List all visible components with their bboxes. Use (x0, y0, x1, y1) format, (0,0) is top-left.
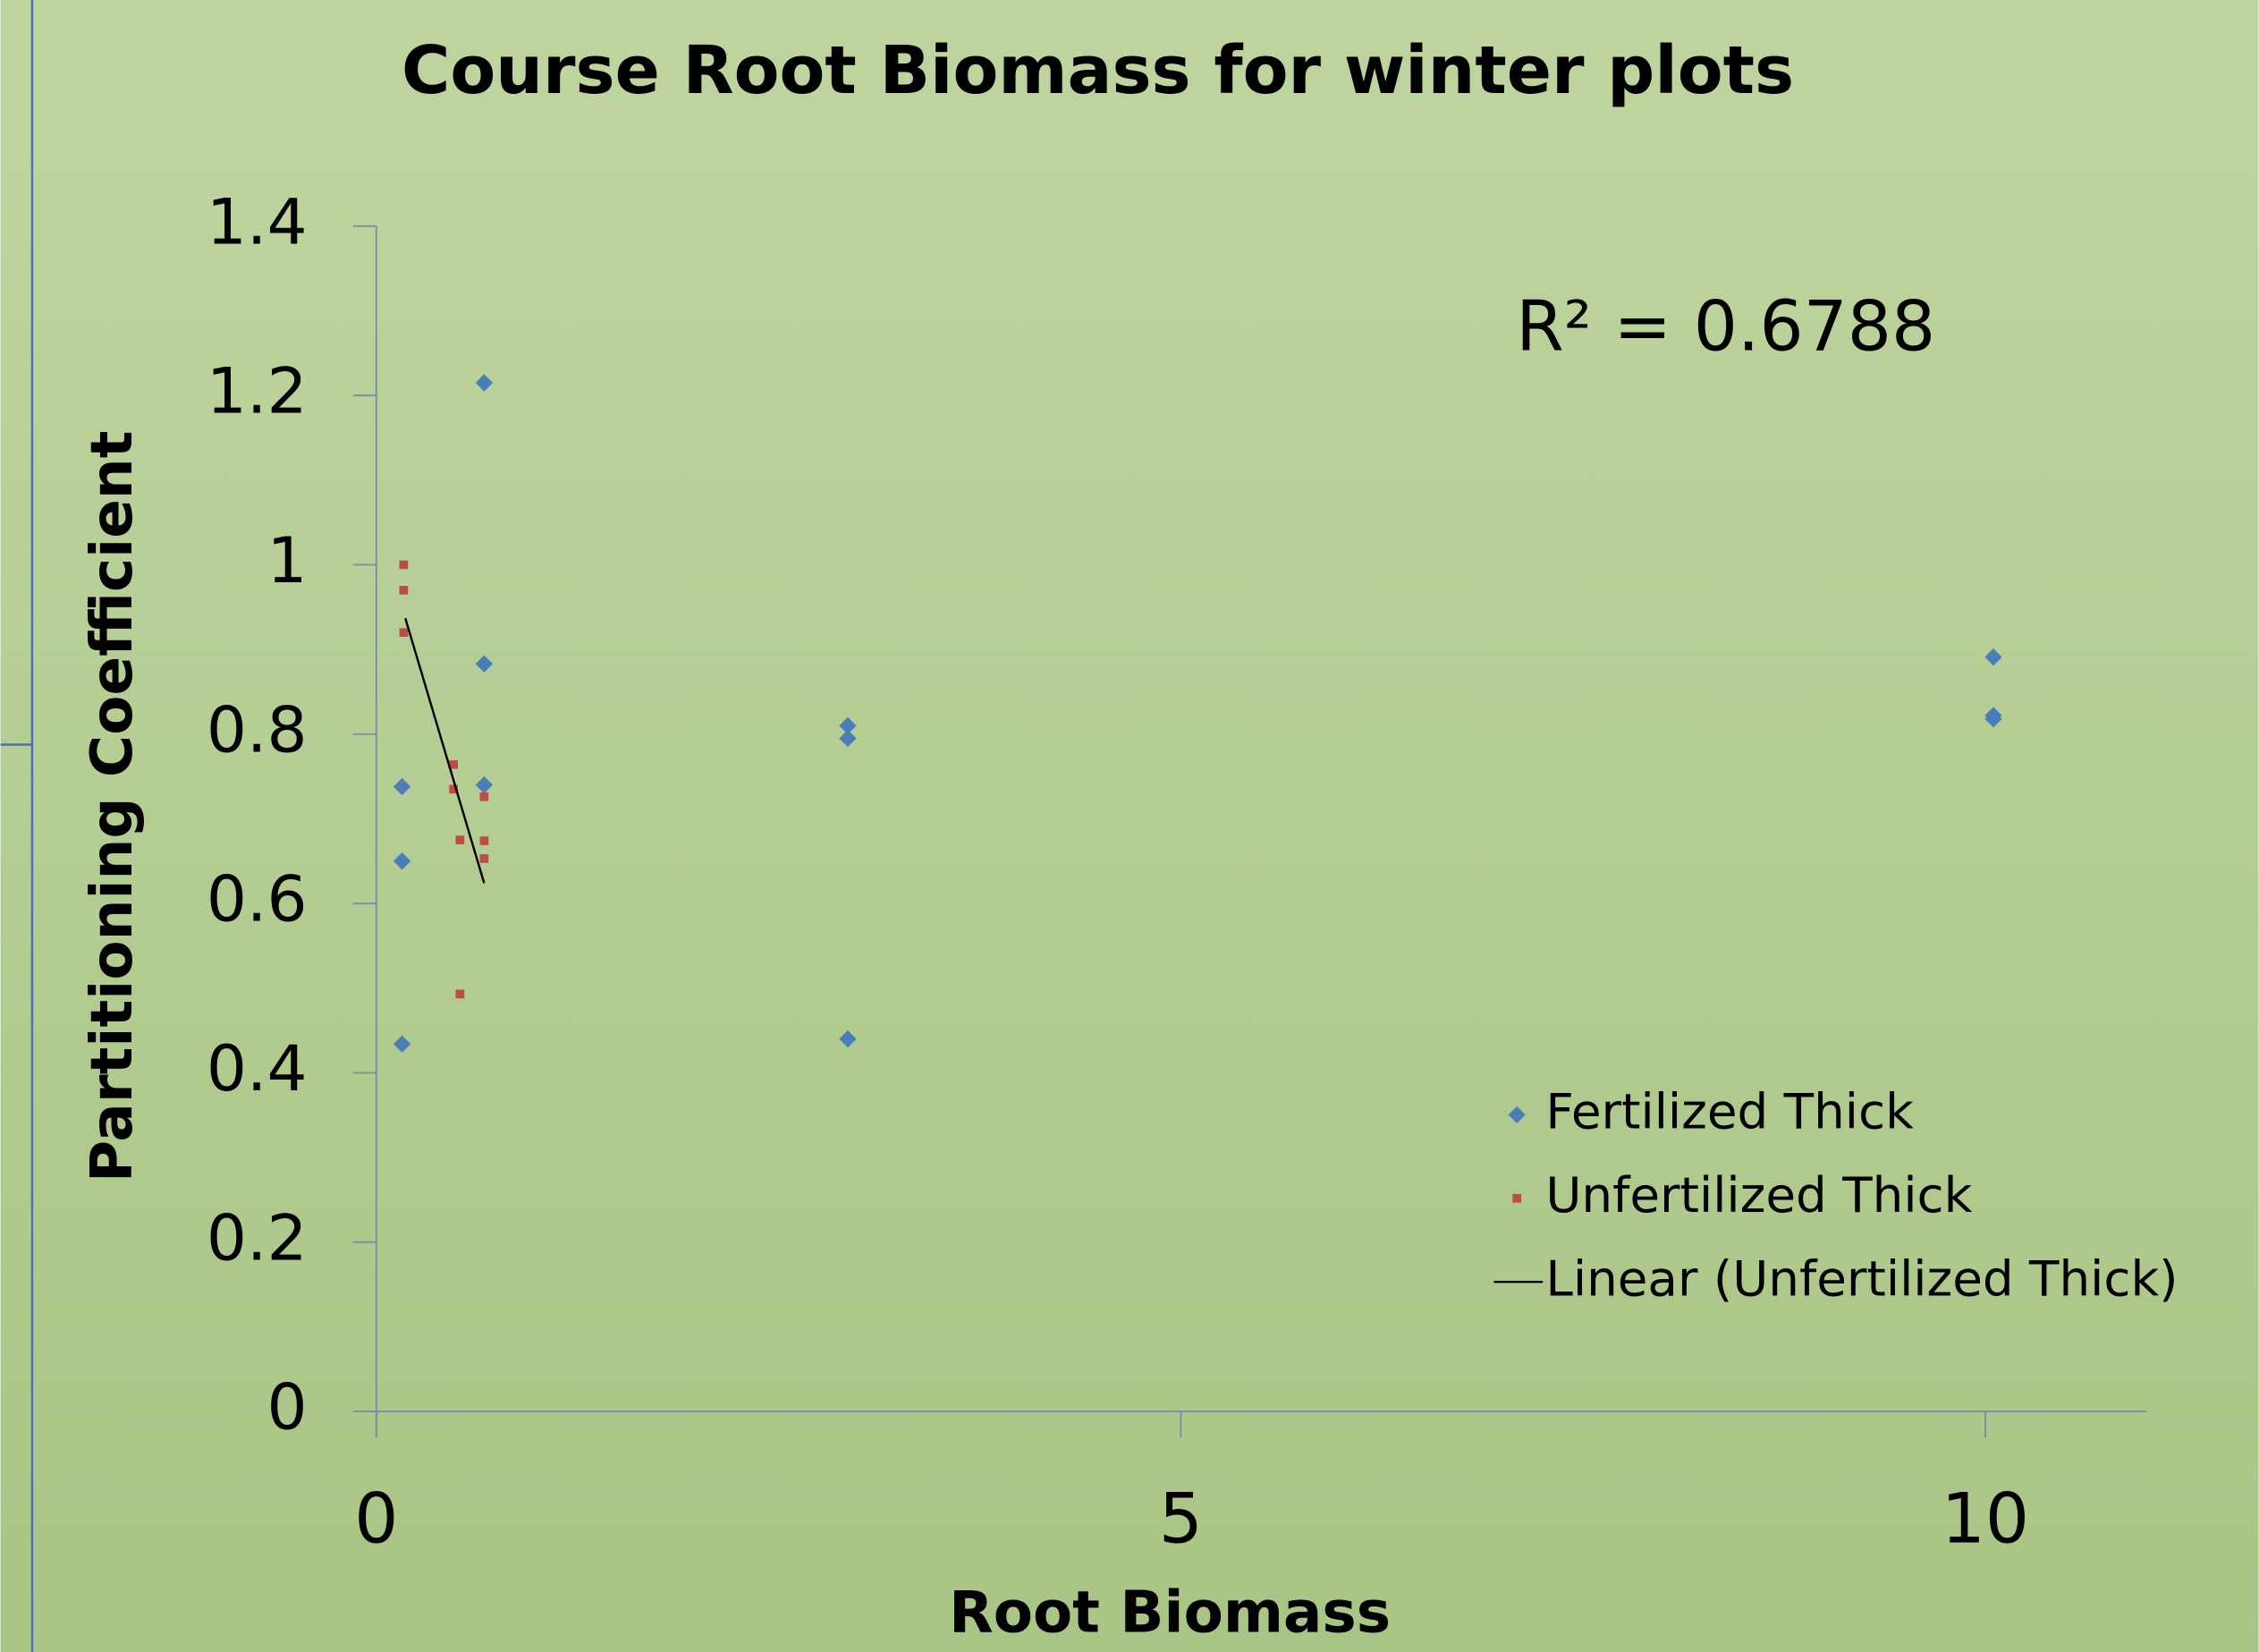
point (399, 586, 409, 595)
point (479, 792, 489, 801)
legend-label: Fertilized Thick (1545, 1082, 1914, 1139)
x-tick-label: 5 (1159, 1479, 1203, 1560)
y-tick-label: 0.2 (207, 1200, 308, 1275)
r-squared: R² = 0.6788 (1516, 286, 1935, 367)
legend-label: Linear (Unfertilized Thick) (1545, 1250, 2178, 1307)
x-tick-label: 0 (354, 1479, 398, 1560)
point (839, 1029, 857, 1048)
point (399, 560, 409, 570)
y-tick-label: 0 (267, 1370, 307, 1444)
trendline (404, 617, 486, 884)
y-tick-label: 1 (267, 523, 307, 597)
point (393, 777, 411, 796)
y-tick-label: 0.6 (207, 862, 308, 936)
point (393, 1035, 411, 1053)
y-tick-label: 0.4 (207, 1031, 308, 1106)
point (475, 374, 494, 392)
point (1984, 648, 2002, 666)
point (455, 835, 465, 844)
point (399, 628, 409, 638)
point (479, 854, 489, 863)
x-axis-label: Root Biomass (949, 1579, 1391, 1646)
point (393, 852, 411, 870)
point (455, 989, 465, 999)
point (449, 760, 459, 769)
y-axis-label: Partitioning Coefficient (79, 430, 146, 1182)
point (839, 729, 857, 748)
y-tick-label: 0.8 (207, 692, 308, 767)
legend-marker (1512, 1193, 1521, 1203)
chart-title: Course Root Biomass for winter plots (402, 32, 1794, 109)
point (479, 836, 489, 845)
point (449, 784, 459, 794)
point (839, 716, 857, 734)
point (475, 655, 494, 673)
y-tick-label: 1.4 (207, 184, 308, 258)
y-tick-label: 1.2 (207, 354, 308, 428)
point (475, 775, 494, 794)
x-tick-label: 10 (1942, 1479, 2029, 1560)
point (1984, 710, 2002, 728)
legend-label: Unfertilized Thick (1545, 1166, 1972, 1224)
